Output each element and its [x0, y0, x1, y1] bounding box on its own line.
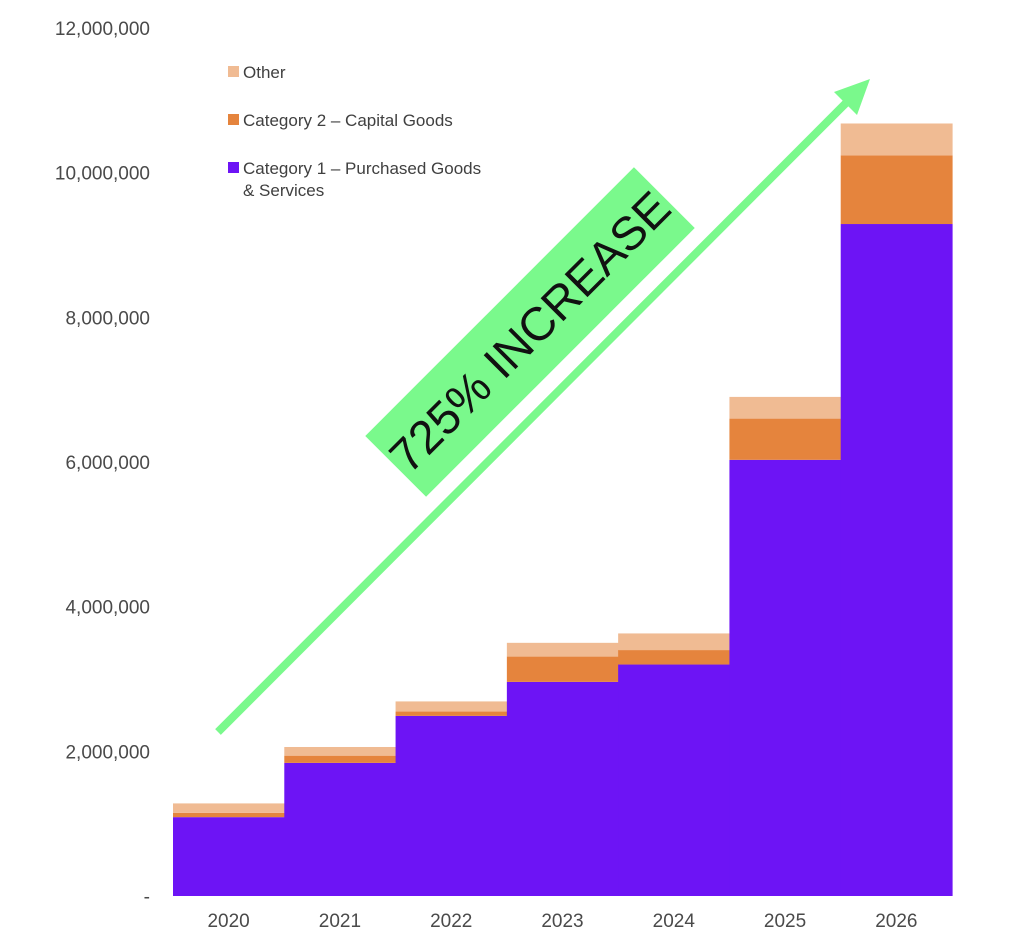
increase-arrow-shaft [215, 100, 849, 735]
x-tick-label-2026: 2026 [875, 911, 917, 932]
bar-segment-2025-series-2 [729, 418, 842, 460]
bar-segment-2023-series-1 [506, 681, 619, 896]
x-tick-label-2024: 2024 [653, 911, 696, 932]
bar-segment-2021-series-1 [284, 762, 397, 896]
legend-label-series-3: Other [243, 63, 286, 82]
bar-segment-2024-series-1 [618, 664, 731, 896]
legend-label-series-2: Category 2 – Capital Goods [243, 111, 453, 130]
increase-banner-text: 725% INCREASE [379, 181, 681, 483]
bar-segment-2025-series-1 [729, 459, 842, 896]
bar-segment-2023-series-3 [506, 642, 619, 657]
y-tick-label: 8,000,000 [65, 308, 150, 329]
legend: Other Category 2 – Capital Goods Category … [228, 63, 481, 200]
bars-layer [173, 123, 953, 896]
legend-swatch-series-1 [228, 162, 239, 173]
bar-segment-2020-series-2 [173, 812, 285, 818]
x-tick-label-2025: 2025 [764, 911, 806, 932]
y-tick-label: 6,000,000 [65, 453, 150, 474]
bar-segment-2020-series-1 [173, 817, 285, 896]
bar-segment-2023-series-2 [506, 656, 619, 682]
bar-segment-2020-series-3 [173, 803, 285, 813]
bar-segment-2022-series-3 [395, 701, 508, 712]
x-tick-label-2020: 2020 [207, 911, 249, 932]
x-axis: 2020 2021 2022 2023 2024 2025 2026 [207, 911, 917, 932]
y-tick-label: 10,000,000 [55, 164, 150, 185]
increase-arrow-head [834, 79, 870, 115]
bar-segment-2024-series-2 [618, 650, 731, 665]
legend-swatch-series-2 [228, 114, 239, 125]
y-tick-label: 4,000,000 [65, 598, 150, 619]
bar-segment-2021-series-3 [284, 746, 397, 756]
legend-label-series-1: & Services [243, 181, 324, 200]
bar-segment-2025-series-3 [729, 396, 842, 419]
legend-label-series-1: Category 1 – Purchased Goods [243, 159, 481, 178]
bar-segment-2026-series-2 [840, 155, 953, 225]
x-tick-label-2022: 2022 [430, 911, 472, 932]
bar-segment-2022-series-2 [395, 711, 508, 716]
y-tick-label: 12,000,000 [55, 19, 150, 40]
increase-banner [365, 167, 695, 497]
y-tick-label: - [144, 887, 150, 908]
y-axis: - 2,000,000 4,000,000 6,000,000 8,000,000 10,… [55, 19, 150, 908]
legend-swatch-series-3 [228, 66, 239, 77]
x-tick-label-2023: 2023 [541, 911, 583, 932]
x-tick-label-2021: 2021 [319, 911, 361, 932]
bar-segment-2026-series-1 [840, 224, 953, 896]
bar-segment-2026-series-3 [840, 123, 953, 156]
bar-segment-2022-series-1 [395, 715, 508, 896]
bar-segment-2024-series-3 [618, 633, 731, 651]
y-tick-label: 2,000,000 [65, 742, 150, 763]
bar-segment-2021-series-2 [284, 755, 397, 763]
